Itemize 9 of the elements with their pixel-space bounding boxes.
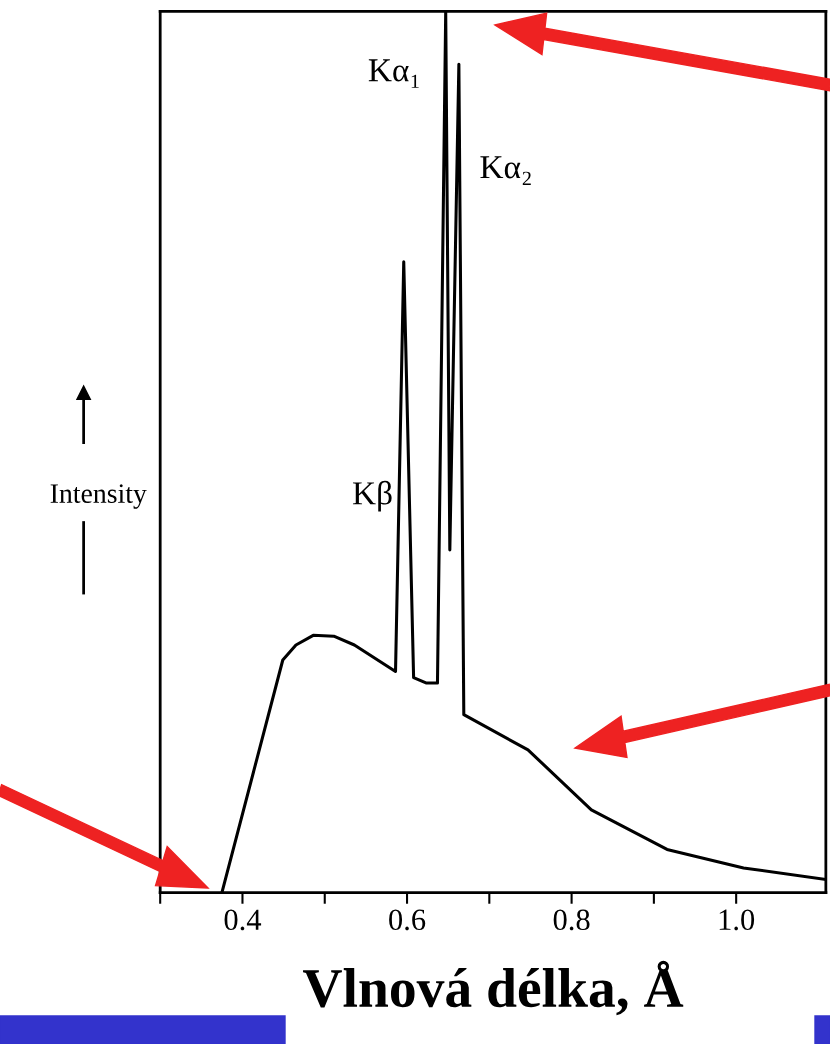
x-tick-label: 1.0: [719, 909, 755, 931]
x-axis-title: Vlnová délka, Å: [303, 960, 684, 1016]
annotation: Kβ: [352, 480, 392, 512]
annotation: Kα₂: [480, 156, 531, 185]
x-tick-label: 0.8: [553, 909, 590, 931]
y-axis-title: Intensity: [50, 484, 147, 509]
x-tick-label: 0.4: [224, 909, 262, 931]
annotation: Kα₁: [368, 59, 419, 88]
x-tick-label: 0.6: [389, 909, 426, 931]
